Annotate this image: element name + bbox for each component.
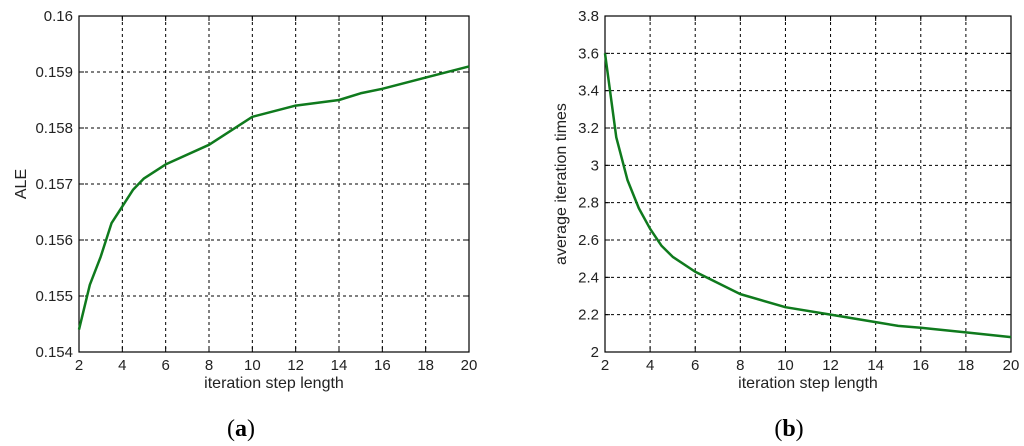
y-tick-label: 3.4 <box>578 83 599 100</box>
x-tick-label: 2 <box>601 357 609 374</box>
x-tick-label: 6 <box>161 357 169 374</box>
x-axis-label: iteration step length <box>738 375 878 392</box>
y-tick-label: 2 <box>591 344 599 361</box>
x-tick-label: 12 <box>287 357 304 374</box>
x-tick-label: 4 <box>646 357 654 374</box>
y-tick-label: 2.6 <box>578 232 599 249</box>
series-line <box>603 53 1012 339</box>
y-axis-label: average iteration times <box>553 103 570 265</box>
chart-panel-a: 2 4 6 8 10 12 14 16 18 20 0.154 0.155 0.156 0.157 0.15… <box>13 8 477 442</box>
series-line <box>77 65 470 330</box>
y-tick-label: 3 <box>591 157 599 174</box>
plot-area <box>605 16 1011 352</box>
x-tick-label: 8 <box>205 357 213 374</box>
x-axis-label: iteration step length <box>204 375 344 392</box>
x-tick-label: 16 <box>374 357 391 374</box>
x-tick-label: 10 <box>777 357 794 374</box>
x-tick-label: 18 <box>417 357 434 374</box>
y-tick-label: 2.4 <box>578 269 599 286</box>
y-tick-label: 3.8 <box>578 8 599 25</box>
y-tick-label: 0.157 <box>35 176 73 193</box>
y-tick-label: 0.16 <box>44 8 73 25</box>
x-tick-label: 14 <box>331 357 348 374</box>
y-tick-label: 2.8 <box>578 195 599 212</box>
plot-frame <box>604 15 1012 353</box>
x-tick-label: 10 <box>244 357 261 374</box>
panel-caption: (a) <box>227 416 255 442</box>
y-tick-label: 2.2 <box>578 307 599 324</box>
x-tick-label: 20 <box>461 357 478 374</box>
panel-caption: (b) <box>774 416 803 442</box>
y-tick-label: 0.156 <box>35 232 73 249</box>
y-tick-label: 0.155 <box>35 288 73 305</box>
y-tick-label: 3.6 <box>578 45 599 62</box>
x-tick-label: 14 <box>867 357 884 374</box>
plot-frame <box>78 15 470 353</box>
x-tick-label: 4 <box>118 357 126 374</box>
x-tick-label: 16 <box>912 357 929 374</box>
y-axis-label: ALE <box>13 169 30 199</box>
chart-panel-b: 2 4 6 8 10 12 14 16 18 20 2 2.2 2.4 2.6 2.8 3 3.2 3.4 3.6 3… <box>553 8 1019 442</box>
x-tick-label: 2 <box>75 357 83 374</box>
y-tick-label: 0.158 <box>35 120 73 137</box>
y-tick-label: 3.2 <box>578 120 599 137</box>
x-tick-label: 6 <box>691 357 699 374</box>
x-tick-label: 18 <box>958 357 975 374</box>
x-tick-label: 12 <box>822 357 839 374</box>
x-tick-label: 8 <box>736 357 744 374</box>
x-tick-label: 20 <box>1003 357 1020 374</box>
y-tick-label: 0.159 <box>35 64 73 81</box>
y-tick-label: 0.154 <box>35 344 73 361</box>
